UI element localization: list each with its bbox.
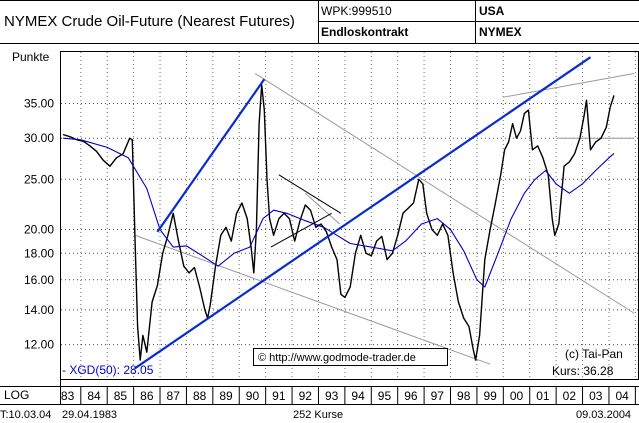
x-tick-label: 87: [167, 389, 181, 403]
header-frame: [0, 0, 639, 44]
channel-line: [304, 192, 340, 225]
x-tick-label: 85: [114, 389, 128, 403]
y-tick-label: 30.00: [24, 131, 54, 145]
x-axis-ticks: 83 84 85 86 87 88 89 90 91 92 93 94 95 96 97 98 99 00 01 02…: [61, 387, 636, 404]
series-layer: [62, 84, 615, 361]
country-label: USA: [479, 4, 505, 18]
x-tick-label: 86: [140, 389, 154, 403]
kurs-label: Kurs: 36.28: [552, 364, 614, 378]
x-tick-label: 95: [378, 389, 392, 403]
x-tick-label: 99: [483, 389, 497, 403]
x-tick-label: 91: [272, 389, 286, 403]
x-tick-label: 89: [219, 389, 233, 403]
x-tick-label: 93: [325, 389, 339, 403]
trendline: [156, 78, 266, 233]
triangle-line: [270, 212, 332, 248]
x-tick-label: 94: [351, 389, 365, 403]
end-date-label: 09.03.2004: [576, 409, 631, 421]
y-tick-label: 14.00: [24, 303, 54, 317]
y-tick-label: 35.00: [24, 97, 54, 111]
x-tick-label: 01: [536, 389, 550, 403]
footer-frame: [0, 380, 639, 405]
channel-line: [134, 234, 491, 365]
x-tick-label: 00: [510, 389, 524, 403]
url-label: © http://www.godmode-trader.de: [258, 352, 416, 364]
channel-lines: [134, 72, 635, 365]
start-date-label: 29.04.1983: [62, 409, 117, 421]
y-tick-label: 12.00: [24, 338, 54, 352]
chart-title: NYMEX Crude Oil-Future (Nearest Futures): [4, 13, 295, 30]
y-tick-label: 16.00: [24, 273, 54, 287]
grid: [61, 52, 638, 379]
channel-line: [254, 73, 635, 314]
y-axis-title: Punkte: [12, 50, 50, 64]
x-tick-label: 97: [431, 389, 445, 403]
wpk-label: WPK:999510: [321, 4, 392, 18]
url-box: © http://www.godmode-trader.de: [253, 348, 448, 366]
exchange-label: NYMEX: [479, 25, 522, 39]
price-line: [62, 84, 615, 361]
triangle-line: [278, 174, 342, 214]
scale-mode-label: LOG: [4, 388, 29, 402]
x-tick-label: 96: [404, 389, 418, 403]
y-tick-label: 25.00: [24, 172, 54, 186]
x-tick-label: 84: [87, 389, 101, 403]
x-tick-label: 92: [299, 389, 313, 403]
y-axis-ticks: 12.00 14.00 16.00 18.00 20.00 25.00 30.00 35.00: [24, 97, 54, 352]
trendline: [134, 56, 592, 370]
y-tick-label: 18.00: [24, 246, 54, 260]
y-tick-label: 20.00: [24, 223, 54, 237]
copyright-label: (c) Tai-Pan: [565, 347, 623, 361]
x-tick-label: 98: [457, 389, 471, 403]
x-tick-label: 02: [563, 389, 577, 403]
indicator-label: - XGD(50): 28.05: [62, 363, 154, 377]
x-tick-label: 04: [615, 389, 629, 403]
x-tick-label: 03: [589, 389, 603, 403]
trendlines: [134, 56, 592, 370]
moving-average-line: [63, 137, 615, 288]
date-prefix-label: T:10.03.04: [0, 409, 51, 421]
channel-line: [503, 72, 635, 98]
x-tick-label: 83: [61, 389, 75, 403]
contract-label: Endloskontrakt: [321, 25, 408, 39]
x-tick-label: 88: [193, 389, 207, 403]
count-label: 252 Kurse: [293, 409, 343, 421]
x-tick-label: 90: [246, 389, 260, 403]
